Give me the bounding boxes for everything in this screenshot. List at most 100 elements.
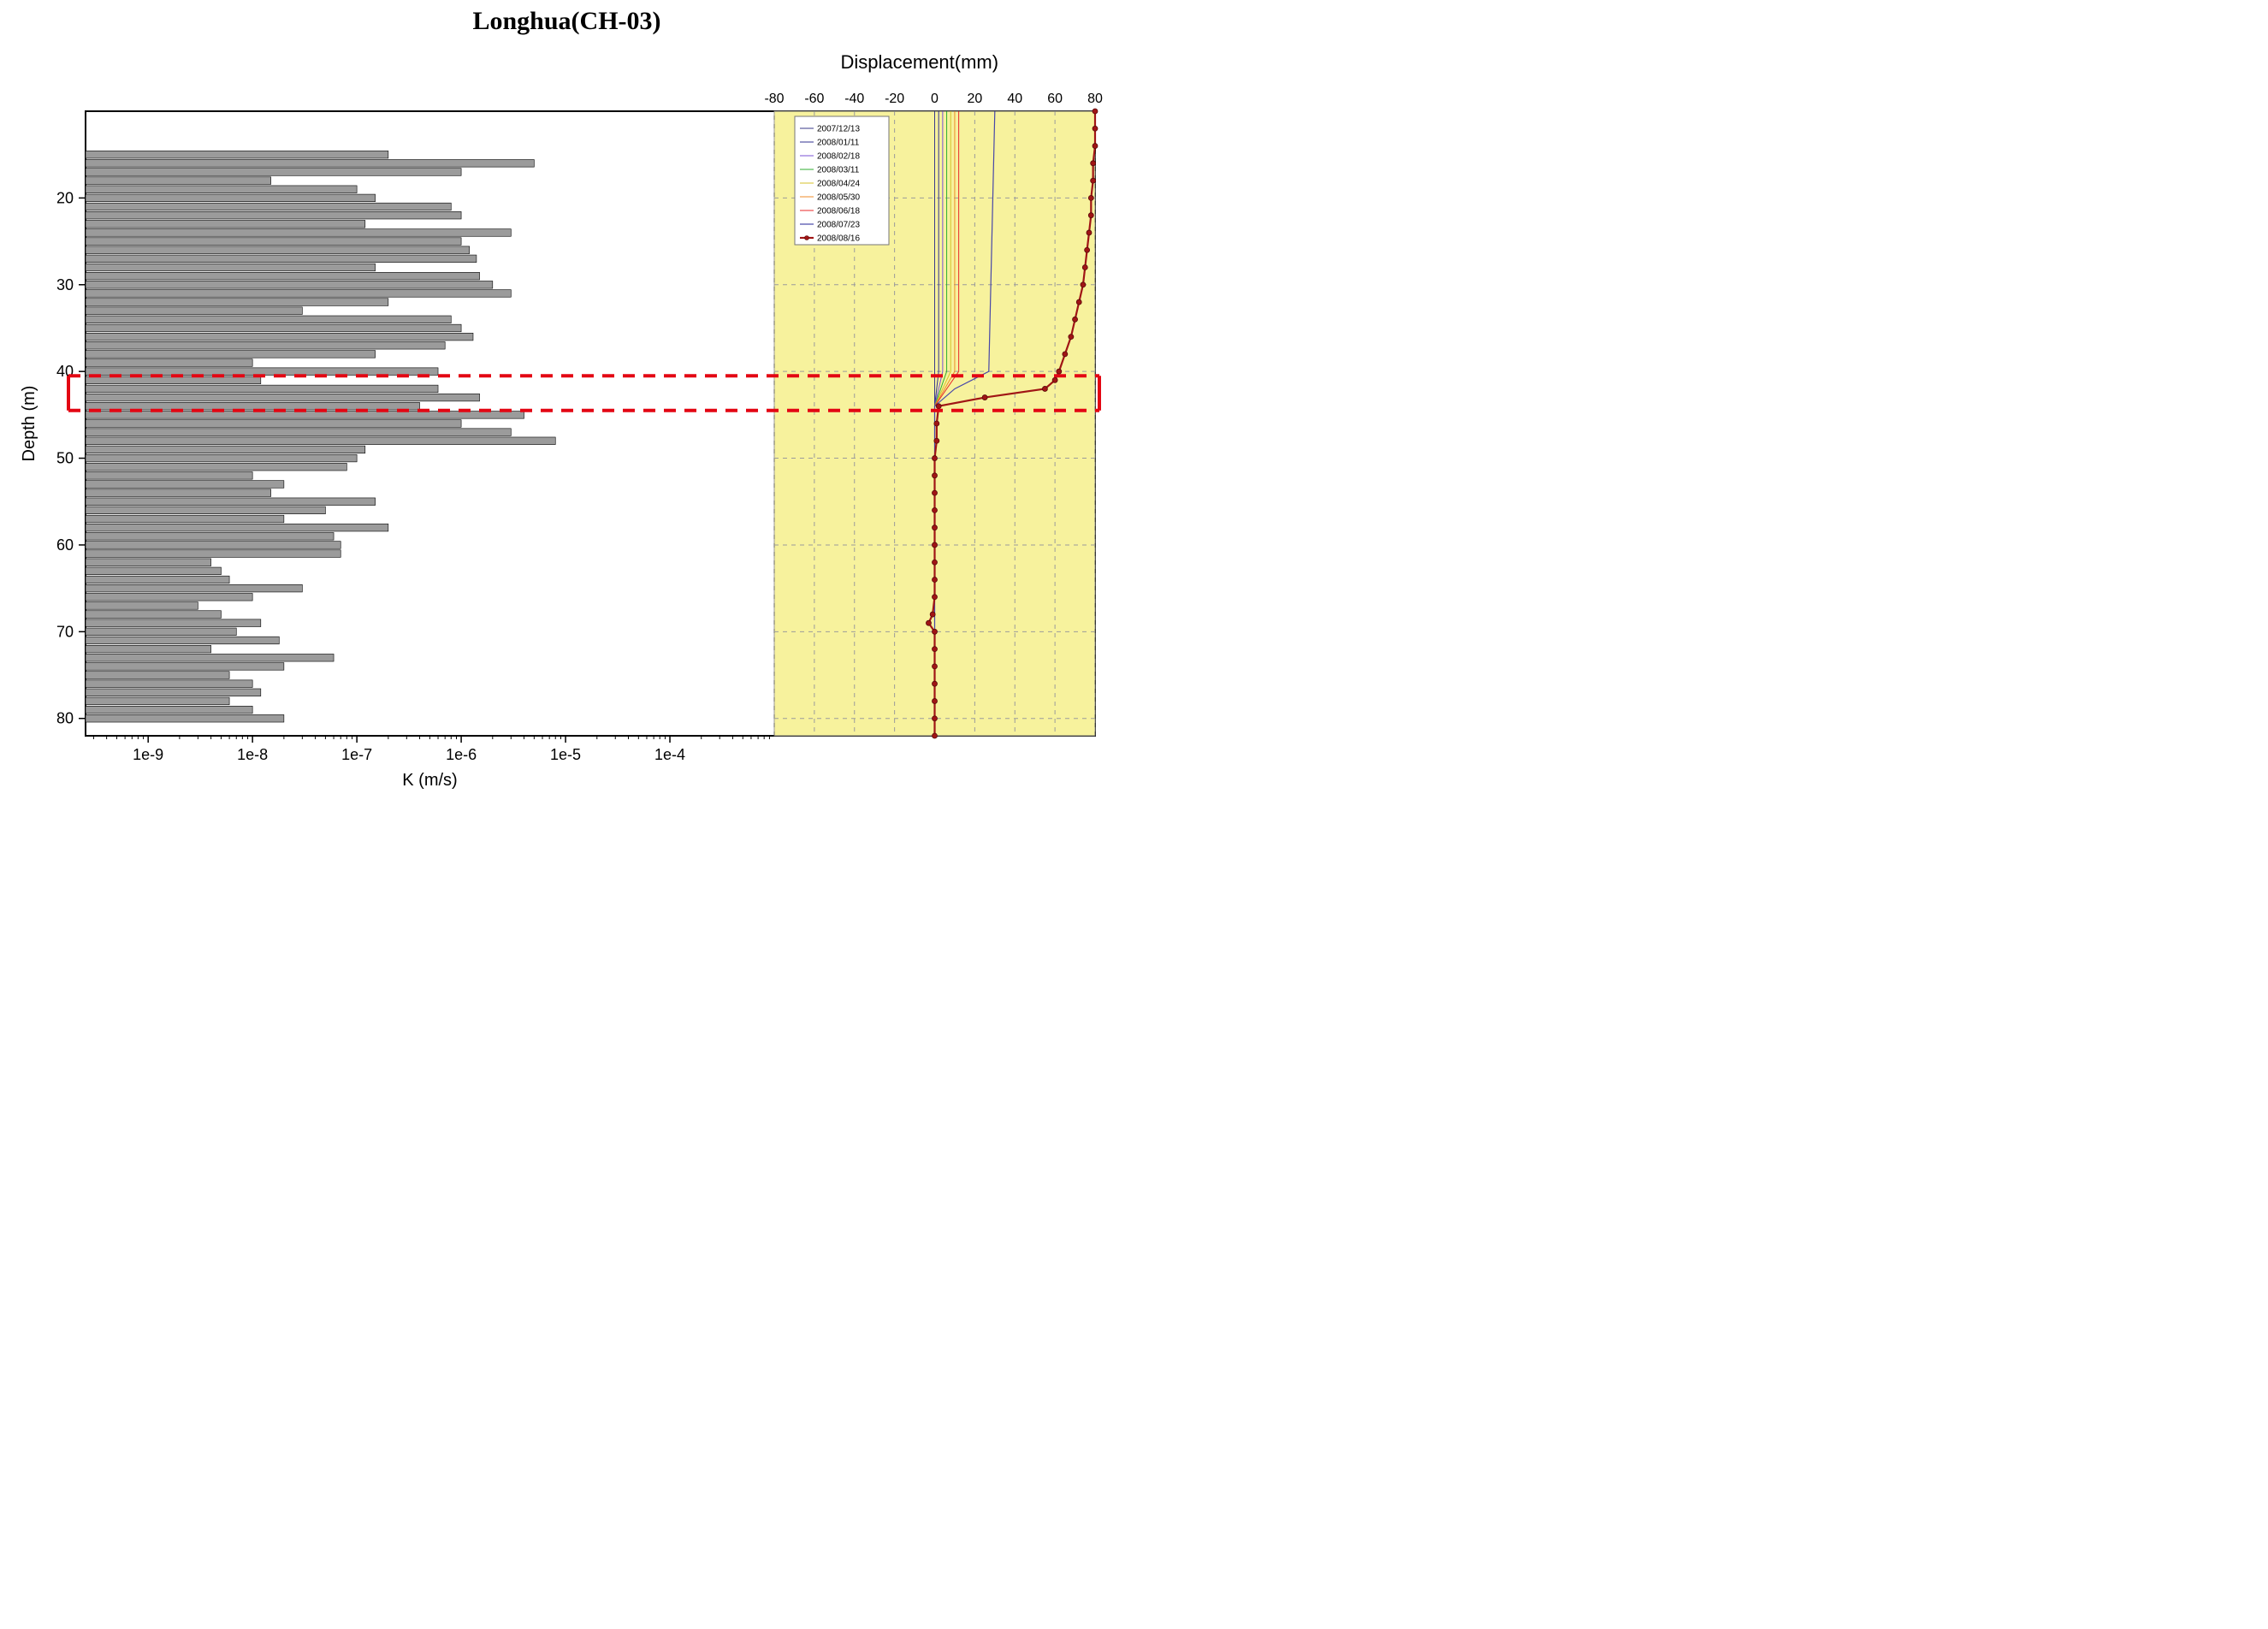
- disp-series-marker: [933, 664, 938, 669]
- disp-series-marker: [1069, 335, 1074, 340]
- k-bar: [86, 238, 461, 246]
- k-bar: [86, 593, 252, 601]
- disp-series-marker: [933, 473, 938, 478]
- k-bar: [86, 515, 284, 523]
- disp-x-tick: 0: [931, 92, 939, 106]
- disp-series-marker: [933, 647, 938, 652]
- k-bar: [86, 359, 252, 367]
- disp-series-marker: [933, 698, 938, 703]
- disp-series-marker: [933, 560, 938, 565]
- disp-series-marker: [933, 681, 938, 686]
- k-bar: [86, 368, 438, 376]
- k-bar: [86, 420, 461, 428]
- k-bar: [86, 160, 534, 168]
- k-bar: [86, 220, 365, 228]
- disp-series-marker: [1091, 178, 1096, 183]
- k-bar: [86, 341, 445, 349]
- chart-canvas: 20304050607080Depth (m)1e-91e-81e-71e-61…: [0, 0, 1134, 814]
- k-bar: [86, 663, 284, 671]
- k-bar: [86, 672, 229, 679]
- k-bar: [86, 697, 229, 705]
- legend-item-label: 2008/02/18: [817, 152, 860, 162]
- k-bar: [86, 203, 451, 210]
- disp-x-tick: -20: [885, 92, 904, 106]
- k-bar: [86, 394, 480, 401]
- k-bar: [86, 351, 376, 358]
- k-bar: [86, 281, 493, 288]
- disp-series-marker: [1052, 377, 1057, 382]
- disp-series-marker: [933, 733, 938, 738]
- disp-series-marker: [1076, 299, 1081, 305]
- depth-tick-label: 80: [56, 710, 74, 727]
- x-tick-label: 1e-7: [341, 746, 372, 763]
- k-bar: [86, 333, 473, 341]
- k-bar: [86, 412, 524, 419]
- k-bar: [86, 211, 461, 219]
- k-bar: [86, 559, 211, 566]
- legend-item-label: 2008/05/30: [817, 193, 860, 203]
- depth-tick-label: 50: [56, 450, 74, 467]
- disp-series-marker: [1088, 195, 1093, 200]
- disp-series-marker: [933, 629, 938, 634]
- disp-series-marker: [1087, 230, 1092, 235]
- legend: 2007/12/132008/01/112008/02/182008/03/11…: [795, 116, 889, 245]
- k-bar: [86, 463, 346, 471]
- k-bar: [86, 628, 236, 636]
- legend-item-label: 2008/04/24: [817, 180, 860, 189]
- k-bar: [86, 706, 252, 714]
- k-bar: [86, 619, 261, 627]
- disp-series-marker: [1093, 144, 1098, 149]
- disp-series-marker: [933, 490, 938, 495]
- disp-x-tick: -80: [764, 92, 784, 106]
- disp-series-marker: [933, 456, 938, 461]
- k-bar: [86, 584, 302, 592]
- k-bar: [86, 316, 451, 323]
- k-bar: [86, 542, 340, 549]
- k-bar: [86, 524, 388, 531]
- x-tick-label: 1e-9: [133, 746, 163, 763]
- k-bar: [86, 402, 420, 410]
- x-tick-label: 1e-5: [550, 746, 581, 763]
- disp-x-tick: 40: [1007, 92, 1022, 106]
- k-bar: [86, 299, 388, 306]
- legend-item-label: 2008/07/23: [817, 221, 860, 230]
- disp-x-tick: -60: [804, 92, 824, 106]
- disp-series-marker: [1081, 282, 1086, 287]
- k-bar: [86, 567, 221, 575]
- k-bar: [86, 429, 511, 436]
- legend-item-label: 2008/06/18: [817, 207, 860, 216]
- k-bar: [86, 376, 261, 384]
- disp-series-marker: [1085, 247, 1090, 252]
- depth-tick-label: 30: [56, 276, 74, 293]
- k-bar: [86, 654, 334, 661]
- disp-series-marker: [933, 507, 938, 512]
- disp-series-marker: [936, 404, 941, 409]
- k-bar: [86, 169, 461, 176]
- k-bar: [86, 385, 438, 393]
- disp-series-marker: [933, 595, 938, 600]
- k-bar: [86, 264, 376, 271]
- k-bar: [86, 506, 325, 514]
- page: Longhua(CH-03) Displacement(mm) 20304050…: [0, 0, 1134, 814]
- k-bar: [86, 611, 221, 619]
- k-bar: [86, 255, 477, 263]
- depth-tick-label: 20: [56, 189, 74, 206]
- k-bar: [86, 550, 340, 558]
- k-bar: [86, 437, 555, 445]
- disp-series-marker: [982, 395, 987, 400]
- disp-series-marker: [1057, 369, 1062, 374]
- k-bar: [86, 272, 480, 280]
- k-bar: [86, 307, 302, 315]
- k-bar: [86, 186, 357, 193]
- k-bar: [86, 481, 284, 489]
- k-bar: [86, 246, 470, 254]
- legend-item-label: 2008/03/11: [817, 166, 860, 175]
- legend-item-label: 2008/08/16: [817, 234, 860, 244]
- x-tick-label: 1e-6: [446, 746, 477, 763]
- disp-series-marker: [1042, 386, 1047, 391]
- k-bar: [86, 637, 279, 644]
- x-tick-label: 1e-8: [237, 746, 268, 763]
- disp-series-marker: [934, 421, 939, 426]
- k-bar: [86, 576, 229, 583]
- k-bar: [86, 680, 252, 688]
